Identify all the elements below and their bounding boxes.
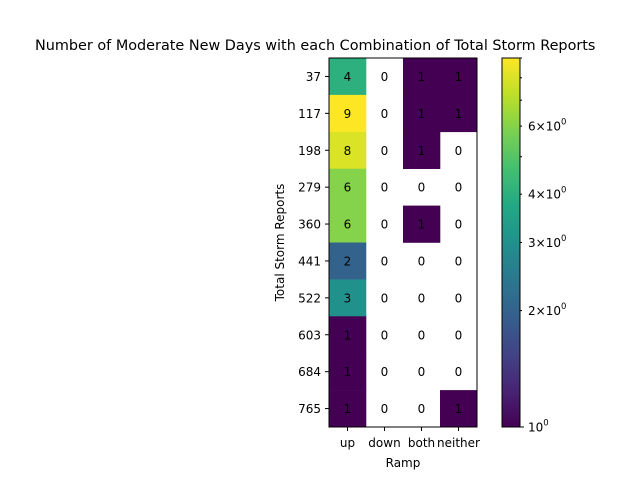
cell-value-label: 1 [418, 144, 426, 158]
cell-value-label: 0 [418, 402, 426, 416]
cell-value-label: 0 [381, 365, 389, 379]
cell-value-label: 9 [344, 107, 352, 121]
heatmap-cell [403, 131, 441, 169]
cell-value-label: 0 [381, 144, 389, 158]
colorbar [502, 58, 520, 427]
y-tick-label: 360 [298, 218, 321, 232]
heatmap-cell [329, 168, 367, 206]
cell-value-label: 1 [418, 70, 426, 84]
heatmap-cell [329, 94, 367, 133]
cell-value-label: 4 [344, 70, 352, 84]
chart-title: Number of Moderate New Days with each Co… [35, 38, 595, 54]
y-tick-label: 441 [298, 254, 321, 268]
heatmap-cell [440, 94, 478, 133]
colorbar-tick-label: 2×100 [528, 302, 566, 318]
y-axis-label: Total Storm Reports [273, 184, 287, 303]
cell-value-label: 3 [344, 291, 352, 305]
heatmap-cell [440, 390, 478, 428]
cell-value-label: 0 [455, 291, 463, 305]
heatmap-cell [329, 131, 367, 169]
y-tick-label: 117 [298, 107, 321, 121]
cell-value-label: 1 [455, 402, 463, 416]
cell-value-label: 0 [455, 254, 463, 268]
x-tick-label: up [340, 436, 355, 450]
cell-value-label: 0 [418, 365, 426, 379]
cell-value-label: 8 [344, 144, 352, 158]
y-tick-label: 198 [298, 144, 321, 158]
y-tick-label: 37 [306, 70, 321, 84]
cell-value-label: 6 [344, 181, 352, 195]
x-axis: up down both neither [340, 427, 480, 450]
cell-value-label: 0 [418, 291, 426, 305]
cell-value-label: 0 [418, 328, 426, 342]
y-tick-label: 684 [298, 365, 321, 379]
cell-value-label: 0 [381, 291, 389, 305]
colorbar-tick-label: 3×100 [528, 234, 566, 250]
heatmap-cell [403, 58, 441, 96]
cell-value-label: 1 [418, 107, 426, 121]
cell-value-label: 0 [381, 70, 389, 84]
cell-value-label: 0 [381, 107, 389, 121]
heatmap-cell [403, 205, 441, 243]
cell-value-label: 0 [381, 328, 389, 342]
y-axis: 37 117 198 279 360 441 522 603 684 765 [298, 70, 329, 416]
colorbar-tick-label: 100 [528, 419, 549, 435]
y-tick-label: 522 [298, 291, 321, 305]
cell-value-label: 1 [455, 70, 463, 84]
y-tick-label: 603 [298, 328, 321, 342]
cell-value-label: 2 [344, 254, 352, 268]
heatmap-cell [403, 94, 441, 133]
cell-value-label: 1 [344, 365, 352, 379]
cell-value-label: 6 [344, 218, 352, 232]
heatmap-cells: 4 0 1 1 9 0 1 1 8 0 1 0 6 0 0 0 6 0 1 0 2 0 0 0 3 0 0 0 1 0 0 0 1 0 0 0 1 0 0 1 [329, 58, 478, 428]
cell-value-label: 0 [381, 181, 389, 195]
cell-value-label: 0 [455, 328, 463, 342]
x-tick-label: both [408, 436, 435, 450]
cell-value-label: 0 [455, 218, 463, 232]
heatmap-cell [440, 58, 478, 96]
colorbar-tick-label: 6×100 [528, 118, 566, 134]
cell-value-label: 0 [455, 365, 463, 379]
heatmap-cell [329, 390, 367, 428]
cell-value-label: 1 [344, 328, 352, 342]
x-tick-label: down [368, 436, 400, 450]
colorbar-tick-label: 4×100 [528, 186, 566, 202]
heatmap-cell [329, 353, 367, 391]
cell-value-label: 1 [418, 218, 426, 232]
plot-frame [328, 57, 478, 428]
heatmap-cell [329, 205, 367, 243]
heatmap-cell [329, 58, 367, 96]
x-axis-label: Ramp [386, 456, 421, 470]
cell-value-label: 0 [418, 254, 426, 268]
x-tick-label: neither [437, 436, 480, 450]
heatmap-cell [329, 242, 367, 280]
cell-value-label: 1 [344, 402, 352, 416]
cell-value-label: 1 [455, 107, 463, 121]
cell-value-label: 0 [455, 144, 463, 158]
y-tick-label: 279 [298, 181, 321, 195]
heatmap-cell [329, 316, 367, 354]
cell-value-label: 0 [418, 181, 426, 195]
cell-value-label: 0 [381, 218, 389, 232]
cell-value-label: 0 [455, 181, 463, 195]
cell-value-label: 0 [381, 402, 389, 416]
heatmap-cell [329, 279, 367, 317]
cell-value-label: 0 [381, 254, 389, 268]
y-tick-label: 765 [298, 402, 321, 416]
colorbar-ticks: 100 2×100 3×100 4×100 6×100 [520, 57, 566, 435]
